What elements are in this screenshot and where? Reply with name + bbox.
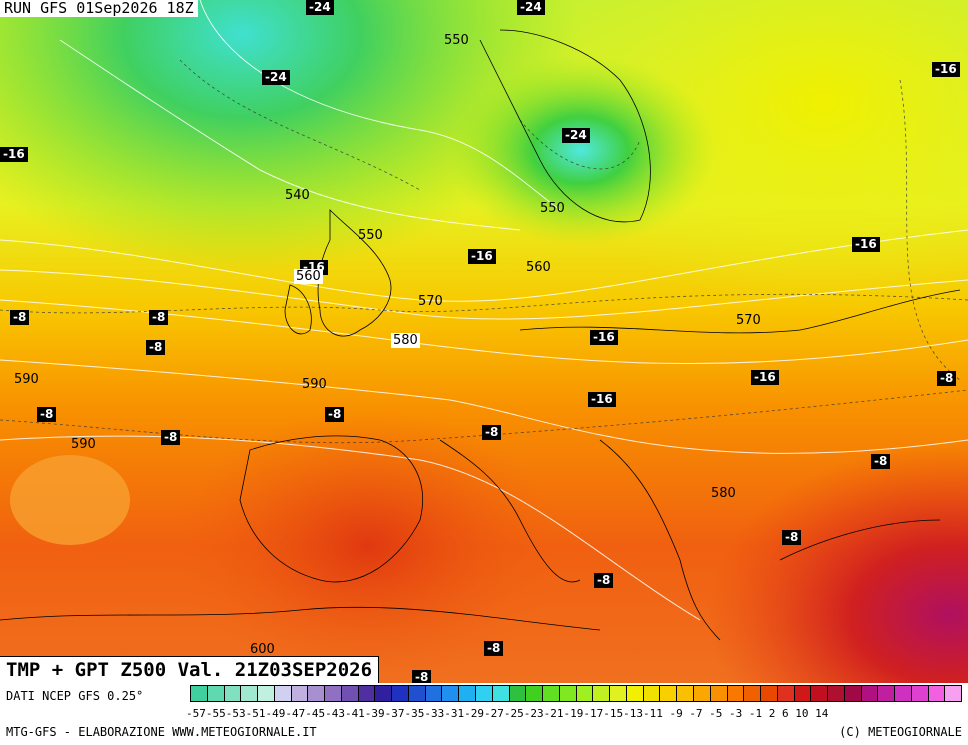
temp-label: -24	[517, 0, 545, 15]
colorbar-swatch	[476, 686, 493, 701]
temp-label: -8	[782, 530, 802, 545]
colorbar-swatch	[308, 686, 326, 701]
gpt-label: 580	[711, 486, 736, 501]
colorbar-swatch	[928, 686, 946, 701]
temp-label: -8	[10, 310, 30, 325]
temp-label: -8	[484, 641, 504, 656]
colorbar-swatch	[207, 686, 225, 701]
gpt-label: 580	[391, 333, 420, 348]
colorbar-swatch	[442, 686, 460, 701]
colorbar-swatch	[727, 686, 745, 701]
data-source-note: DATI NCEP GFS 0.25°	[6, 689, 144, 703]
temp-label: -8	[146, 340, 166, 355]
colorbar-swatch	[777, 686, 795, 701]
gpt-label: 570	[418, 294, 443, 309]
colorbar-swatch	[710, 686, 728, 701]
temp-label: -24	[562, 128, 590, 143]
temp-label: -8	[161, 430, 181, 445]
temp-label: -8	[871, 454, 891, 469]
colorbar-swatch	[878, 686, 896, 701]
temperature-colorbar	[190, 685, 962, 702]
run-title: RUN GFS 01Sep2026 18Z	[0, 0, 198, 17]
colorbar-swatch	[744, 686, 762, 701]
colorbar-swatch	[258, 686, 275, 701]
temp-label: -8	[37, 407, 57, 422]
colorbar-swatch	[643, 686, 661, 701]
colorbar-swatch	[224, 686, 242, 701]
colorbar-swatch	[761, 686, 778, 701]
colorbar-swatch	[559, 686, 577, 701]
colorbar-swatch	[492, 686, 510, 701]
gpt-label: 560	[526, 260, 551, 275]
gpt-label: 550	[358, 228, 383, 243]
temp-label: -8	[412, 670, 432, 685]
colorbar-swatch	[911, 686, 929, 701]
colorbar-swatch	[576, 686, 594, 701]
colorbar-swatch	[375, 686, 393, 701]
temp-label: -16	[932, 62, 960, 77]
temp-label: -24	[262, 70, 290, 85]
temp-label: -16	[751, 370, 779, 385]
gpt-label: 570	[736, 313, 761, 328]
colorbar-swatch	[509, 686, 527, 701]
colorbar-swatch	[274, 686, 292, 701]
colorbar-swatch	[660, 686, 678, 701]
gpt-label: 590	[14, 372, 39, 387]
colorbar-swatch	[677, 686, 694, 701]
colorbar-swatch	[358, 686, 376, 701]
temp-label: -8	[482, 425, 502, 440]
colorbar-swatch	[425, 686, 443, 701]
colorbar-swatch	[945, 686, 962, 701]
temp-label: -16	[0, 147, 28, 162]
colorbar-swatch	[626, 686, 644, 701]
colorbar-swatch	[844, 686, 862, 701]
gpt-label: 560	[294, 269, 323, 284]
temp-label: -16	[590, 330, 618, 345]
temp-label: -16	[852, 237, 880, 252]
map-title: TMP + GPT Z500 Val. 21Z03SEP2026	[0, 656, 380, 684]
colorbar-swatch	[593, 686, 611, 701]
temp-label: -8	[594, 573, 614, 588]
colorbar-ticks: -57-55-53-51-49-47-45-43-41-39-37-35-33-…	[186, 707, 829, 720]
legend-footer: DATI NCEP GFS 0.25° -57-55-53-51-49-47-4…	[0, 683, 968, 745]
gpt-label: 590	[302, 377, 327, 392]
gpt-label: 550	[444, 33, 469, 48]
temp-label: -8	[325, 407, 345, 422]
temp-label: -24	[306, 0, 334, 15]
credit-left: MTG-GFS - ELABORAZIONE WWW.METEOGIORNALE…	[6, 725, 317, 739]
colorbar-swatch	[392, 686, 409, 701]
colorbar-swatch	[828, 686, 845, 701]
gpt-label: 540	[285, 188, 310, 203]
colorbar-swatch	[191, 686, 208, 701]
colorbar-swatch	[543, 686, 560, 701]
colorbar-swatch	[526, 686, 544, 701]
colorbar-swatch	[408, 686, 426, 701]
colorbar-swatch	[241, 686, 259, 701]
temp-label: -8	[149, 310, 169, 325]
colorbar-swatch	[794, 686, 812, 701]
colorbar-swatch	[291, 686, 309, 701]
temp-label: -16	[588, 392, 616, 407]
gpt-label: 590	[71, 437, 96, 452]
gpt-label: 550	[540, 201, 565, 216]
colorbar-swatch	[325, 686, 342, 701]
gpt-label: 600	[250, 642, 275, 657]
colorbar-swatch	[459, 686, 477, 701]
colorbar-swatch	[861, 686, 879, 701]
colorbar-swatch	[341, 686, 359, 701]
colorbar-swatch	[693, 686, 711, 701]
temp-label: -8	[937, 371, 957, 386]
temp-label: -16	[468, 249, 496, 264]
colorbar-swatch	[610, 686, 627, 701]
colorbar-swatch	[811, 686, 829, 701]
credit-right: (C) METEOGIORNALE	[839, 725, 962, 739]
colorbar-swatch	[895, 686, 912, 701]
